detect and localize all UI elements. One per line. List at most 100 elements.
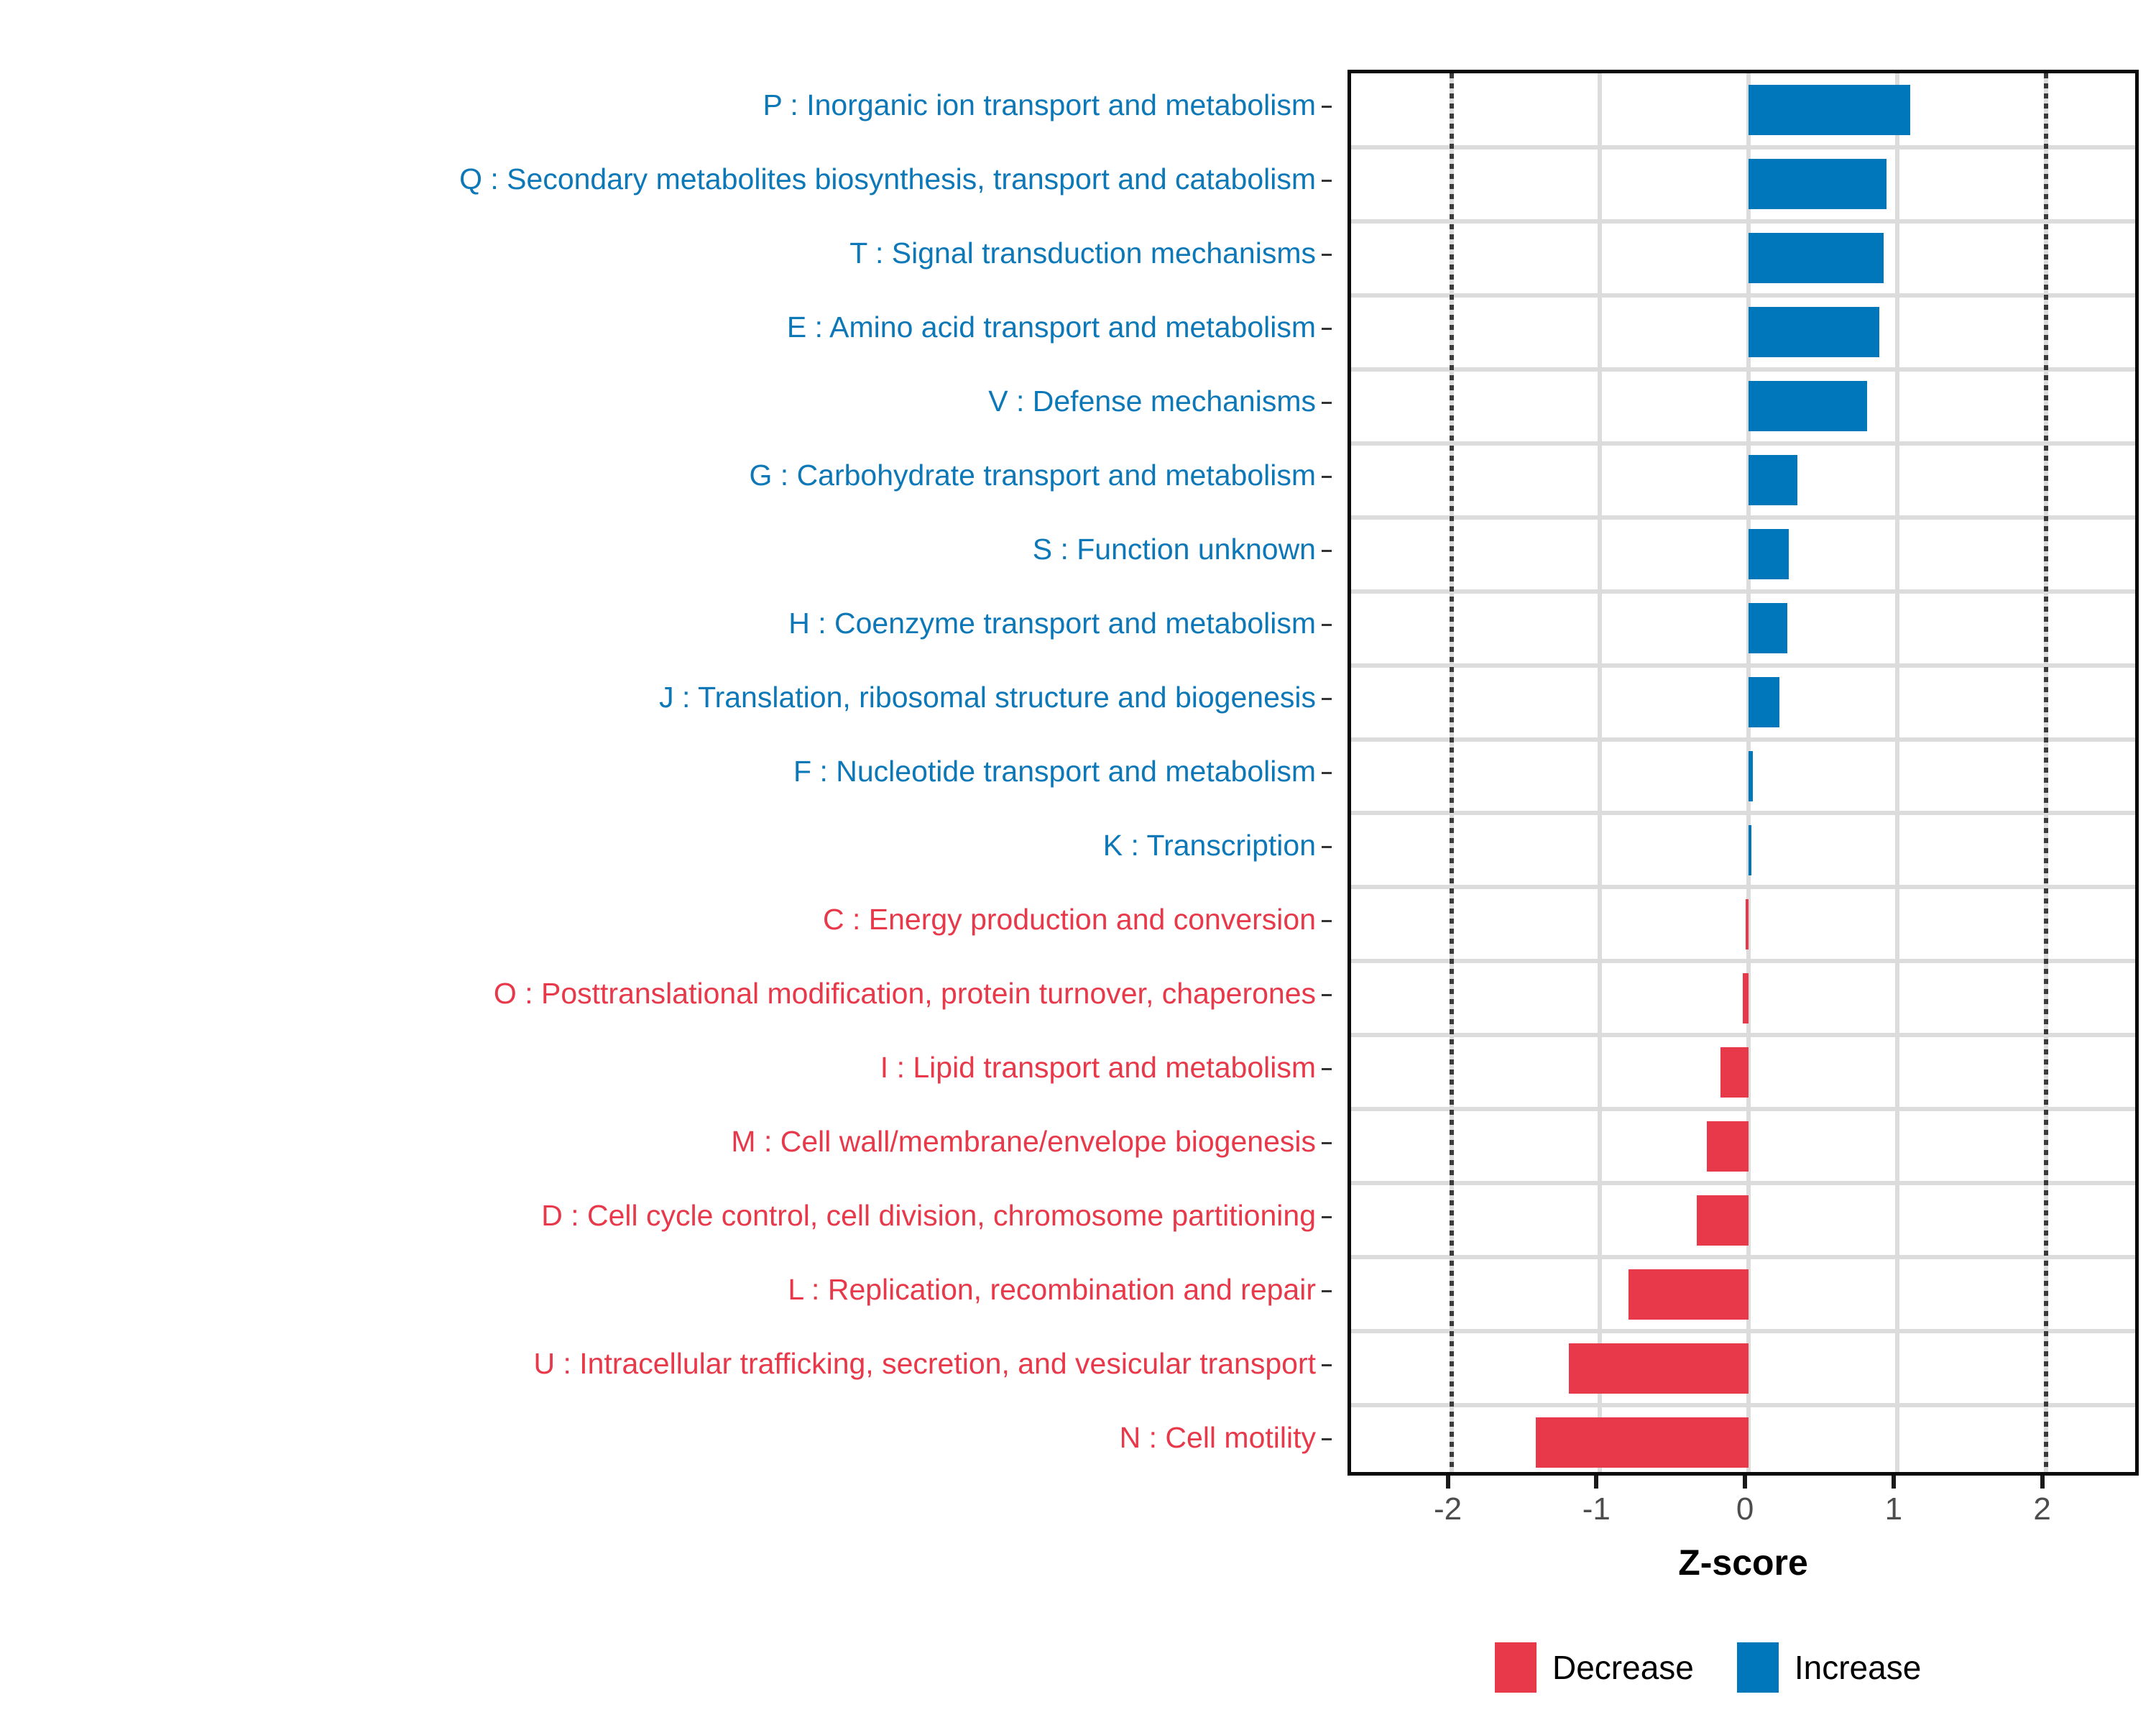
gridline-horizontal [1351,218,2135,224]
gridline-horizontal [1351,1403,2135,1408]
category-tick [1322,845,1332,848]
category-label: M : Cell wall/membrane/envelope biogenes… [731,1124,1316,1158]
gridline-horizontal [1351,885,2135,890]
gridline-horizontal [1351,663,2135,668]
bar[interactable] [1742,972,1749,1024]
category-label: N : Cell motility [1119,1420,1316,1454]
category-tick [1322,772,1332,774]
gridline-horizontal [1351,959,2135,964]
legend-label-increase: Increase [1794,1649,1922,1686]
category-label: V : Defense mechanisms [988,385,1316,418]
bar[interactable] [1749,381,1868,432]
chart-legend: Decrease Increase [1495,1628,2113,1707]
x-axis-tick [1594,1476,1599,1489]
bar[interactable] [1745,898,1749,949]
bar[interactable] [1749,824,1752,875]
gridline-horizontal [1351,515,2135,520]
gridline-horizontal [1351,367,2135,372]
bar[interactable] [1749,85,1911,136]
x-axis-tick-label: 0 [1736,1491,1754,1527]
category-tick [1322,698,1332,701]
legend-swatch-decrease [1495,1642,1537,1693]
gridline-horizontal [1351,737,2135,742]
x-axis-tick [1743,1476,1748,1489]
bar[interactable] [1749,529,1789,580]
gridline-horizontal [1351,441,2135,446]
category-tick [1322,919,1332,922]
category-tick [1322,402,1332,405]
gridline-horizontal [1351,1255,2135,1260]
category-tick [1322,1289,1332,1292]
plot-area [1351,73,2135,1472]
category-label: P : Inorganic ion transport and metaboli… [763,88,1316,122]
legend-item-decrease[interactable]: Decrease [1495,1642,1694,1693]
x-axis-tick [1891,1476,1896,1489]
bar[interactable] [1749,159,1887,210]
category-tick [1322,624,1332,627]
category-tick [1322,1141,1332,1144]
gridline-vertical [1894,73,1899,1472]
category-tick [1322,550,1332,553]
legend-item-increase[interactable]: Increase [1736,1642,1922,1693]
category-label: L : Replication, recombination and repai… [788,1272,1316,1306]
category-label: S : Function unknown [1032,533,1316,566]
category-tick [1322,1067,1332,1070]
bar[interactable] [1628,1269,1749,1320]
gridline-horizontal [1351,293,2135,298]
bar[interactable] [1749,455,1798,506]
bar[interactable] [1536,1417,1749,1468]
bar[interactable] [1568,1343,1749,1394]
category-label: G : Carbohydrate transport and metabolis… [749,459,1317,492]
x-axis-tick [2040,1476,2045,1489]
gridline-horizontal [1351,1329,2135,1334]
category-tick [1322,476,1332,479]
gridline-horizontal [1351,1107,2135,1112]
legend-label-decrease: Decrease [1552,1649,1694,1686]
gridline-vertical [1598,73,1603,1472]
reference-line [2043,73,2048,1472]
category-label: T : Signal transduction mechanisms [849,236,1316,270]
category-tick [1322,1438,1332,1440]
x-axis-tick [1445,1476,1450,1489]
x-axis-tick-label: 1 [1884,1491,1903,1527]
category-tick [1322,328,1332,331]
gridline-horizontal [1351,811,2135,816]
x-axis-title: Z-score [1678,1542,1808,1583]
bar[interactable] [1696,1195,1749,1246]
category-label: F : Nucleotide transport and metabolism [793,755,1316,788]
plot-panel [1348,70,2139,1476]
category-tick [1322,1363,1332,1366]
category-label: I : Lipid transport and metabolism [880,1050,1316,1084]
gridline-horizontal [1351,144,2135,150]
legend-swatch-increase [1736,1642,1779,1693]
reference-line [1449,73,1454,1472]
x-axis-tick-label: 2 [2033,1491,2051,1527]
category-label: Q : Secondary metabolites biosynthesis, … [459,162,1316,196]
bar[interactable] [1749,677,1780,728]
category-label: O : Posttranslational modification, prot… [493,976,1316,1010]
category-tick [1322,254,1332,257]
bar[interactable] [1749,307,1880,358]
gridline-horizontal [1351,589,2135,594]
category-tick [1322,993,1332,996]
bar[interactable] [1720,1046,1749,1098]
category-tick [1322,1215,1332,1218]
bar[interactable] [1749,603,1787,654]
gridline-horizontal [1351,1033,2135,1038]
category-label: J : Translation, ribosomal structure and… [659,681,1316,714]
category-label: D : Cell cycle control, cell division, c… [541,1198,1316,1232]
category-axis-labels: P : Inorganic ion transport and metaboli… [0,70,1332,1476]
category-label: E : Amino acid transport and metabolism [786,310,1316,344]
gridline-horizontal [1351,1181,2135,1186]
category-label: U : Intracellular trafficking, secretion… [533,1346,1316,1380]
bar[interactable] [1749,751,1754,801]
x-axis-tick-label: -2 [1434,1491,1462,1527]
x-axis: -2 -1 0 1 2 [1348,1476,2139,1562]
bar[interactable] [1749,233,1884,284]
category-label: C : Energy production and conversion [822,902,1316,936]
x-axis-tick-label: -1 [1582,1491,1611,1527]
bar[interactable] [1707,1121,1749,1172]
category-label: H : Coenzyme transport and metabolism [788,607,1316,640]
category-tick [1322,180,1332,183]
